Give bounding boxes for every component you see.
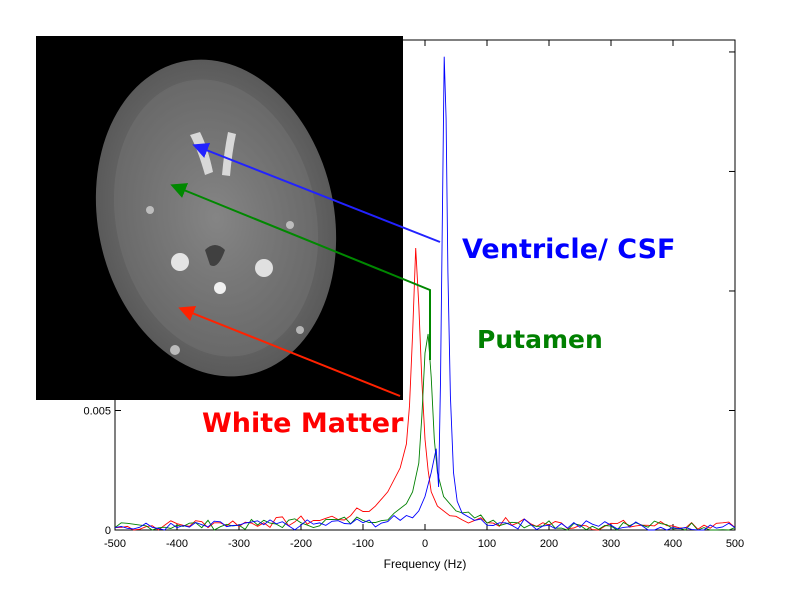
series-line-ventricle-csf	[114, 56, 736, 531]
x-tick-label: -400	[166, 538, 188, 550]
putamen-arrow	[170, 183, 431, 360]
x-tick-label: 200	[540, 538, 558, 550]
series-line-putamen	[114, 333, 736, 531]
series-layer	[114, 56, 736, 531]
putamen-label: Putamen	[477, 325, 603, 354]
y-axis-ticks: 0 0.005	[83, 51, 735, 537]
x-tick-label: 300	[602, 538, 620, 550]
x-tick-label: 500	[726, 538, 744, 550]
series-line-white-matter	[114, 247, 736, 531]
x-tick-label: 400	[664, 538, 682, 550]
x-tick-label: -200	[290, 538, 312, 550]
ventricle-label: Ventricle/ CSF	[462, 234, 675, 265]
x-tick-label: 0	[422, 538, 428, 550]
x-tick-label: 100	[478, 538, 496, 550]
y-tick-label: 0	[105, 525, 111, 537]
white-matter-arrow	[178, 306, 401, 397]
x-tick-label: -300	[228, 538, 250, 550]
ventricle-arrow	[192, 142, 441, 243]
x-tick-label: -500	[104, 538, 126, 550]
brain-mri-inset	[36, 36, 403, 400]
y-tick-label: 0.005	[83, 405, 111, 417]
white-matter-label: White Matter	[202, 408, 404, 439]
x-tick-label: -100	[352, 538, 374, 550]
x-axis-title: Frequency (Hz)	[384, 557, 467, 571]
